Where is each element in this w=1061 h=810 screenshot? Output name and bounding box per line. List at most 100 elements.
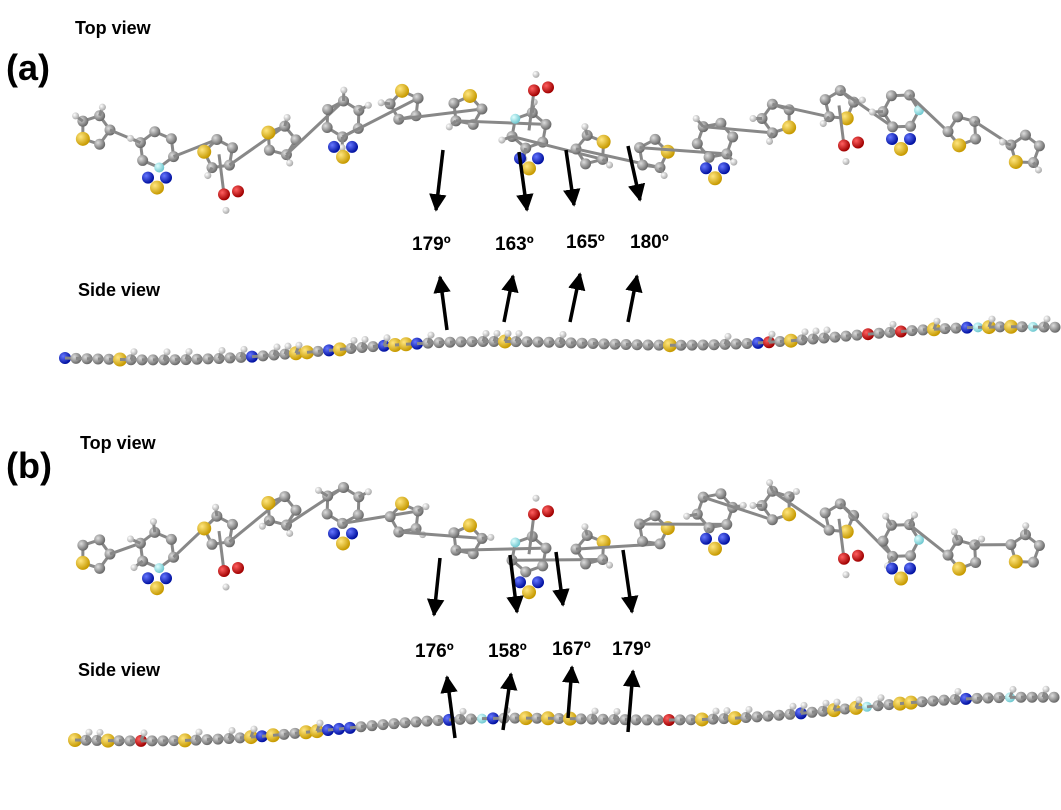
atom (905, 121, 916, 132)
atom (494, 330, 501, 337)
atom (704, 152, 715, 163)
atom (212, 504, 219, 511)
atom (580, 558, 591, 569)
atom (1034, 540, 1045, 551)
arrow (568, 667, 572, 718)
atom (395, 497, 409, 511)
atom (581, 523, 588, 530)
atom (340, 87, 347, 94)
atom (952, 562, 966, 576)
atom (869, 108, 876, 115)
atom (346, 141, 358, 153)
atom (766, 479, 773, 486)
atom (801, 702, 808, 709)
atom (285, 343, 292, 350)
atom (1028, 557, 1039, 568)
atom (532, 152, 544, 164)
atom (886, 90, 897, 101)
atom (322, 122, 333, 133)
view-label: Side view (78, 280, 161, 300)
atom (999, 138, 1006, 145)
bond (456, 548, 546, 550)
atom (592, 708, 599, 715)
atom (336, 150, 350, 164)
atom (77, 540, 88, 551)
atom (150, 518, 157, 525)
atom (882, 513, 889, 520)
atom (528, 84, 540, 96)
atom (206, 539, 217, 550)
atom (197, 521, 211, 535)
atom (317, 720, 324, 727)
atom (227, 142, 238, 153)
bond (640, 148, 727, 154)
atom (448, 527, 459, 538)
atom (750, 502, 757, 509)
atom (483, 330, 490, 337)
atom (428, 332, 435, 339)
angle-label: 167º (552, 639, 591, 660)
atom (533, 495, 540, 502)
atom (725, 333, 732, 340)
atom (97, 729, 104, 736)
atom (886, 563, 898, 575)
view-label: Top view (75, 18, 152, 38)
atom (989, 316, 996, 323)
atom (522, 585, 536, 599)
atom (72, 112, 79, 119)
arrow (440, 277, 447, 330)
atom (581, 123, 588, 130)
atom (384, 334, 391, 341)
atom (782, 120, 796, 134)
atom (322, 508, 333, 519)
atom (322, 104, 333, 115)
atom (1050, 322, 1061, 333)
bond (839, 519, 844, 559)
atom (843, 571, 850, 578)
arrow (434, 558, 440, 615)
atom (715, 488, 726, 499)
atom (498, 137, 505, 144)
atom (448, 98, 459, 109)
atom (1022, 522, 1029, 529)
atom (606, 562, 613, 569)
angle-label: 179º (412, 234, 451, 255)
arrow (436, 150, 443, 210)
atom (164, 348, 171, 355)
atom (934, 318, 941, 325)
atom (86, 729, 93, 736)
atom (223, 207, 230, 214)
atom (650, 134, 661, 145)
atom (166, 534, 177, 545)
bond (219, 154, 224, 194)
atom (820, 120, 827, 127)
panel-label: (b) (6, 445, 52, 486)
atom (446, 123, 453, 130)
atom (767, 514, 778, 525)
atom (197, 145, 211, 159)
bond (399, 532, 482, 538)
atom (127, 135, 134, 142)
atom (154, 563, 164, 573)
atom (692, 138, 703, 149)
atom (952, 111, 963, 122)
atom (952, 138, 966, 152)
atom (813, 327, 820, 334)
bond (174, 516, 217, 557)
angle-label: 158º (488, 641, 527, 662)
atom (261, 126, 275, 140)
atom (218, 565, 230, 577)
atom (328, 141, 340, 153)
atom (223, 584, 230, 591)
atom (99, 104, 106, 111)
atom (346, 527, 358, 539)
atom (654, 538, 665, 549)
atom (232, 185, 244, 197)
atom (661, 145, 675, 159)
atom (1020, 130, 1031, 141)
bond (229, 497, 284, 542)
atom (894, 572, 908, 586)
atom (721, 519, 732, 530)
view-label: Top view (80, 433, 157, 453)
atom (708, 542, 722, 556)
